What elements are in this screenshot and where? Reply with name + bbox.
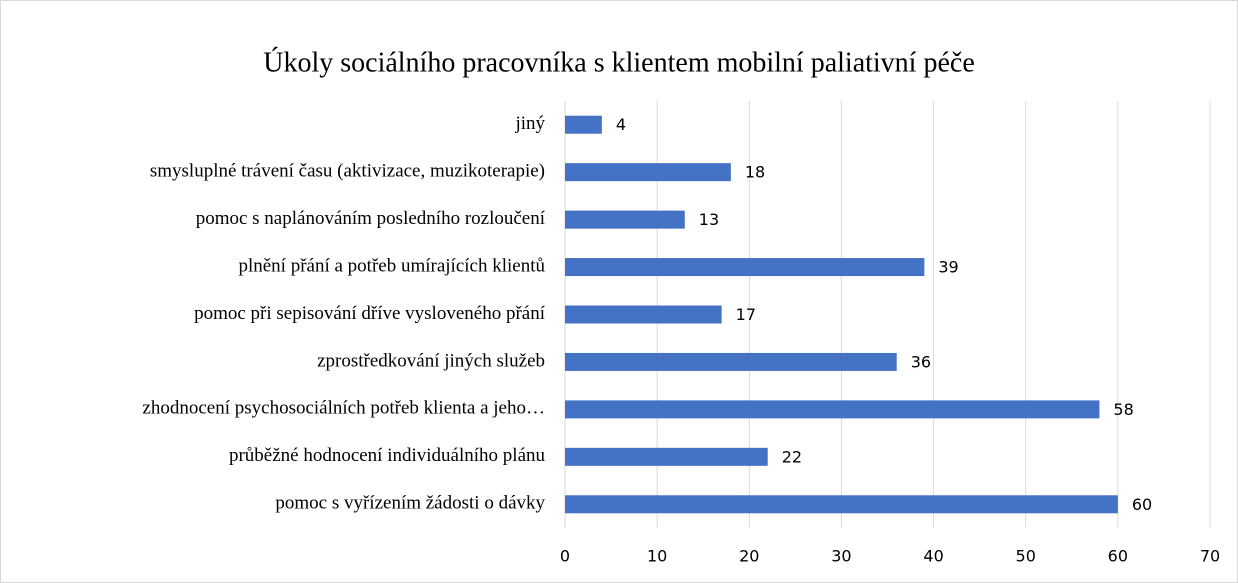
x-tick-label: 10 — [647, 547, 667, 566]
bar — [565, 258, 925, 277]
x-tick-label: 30 — [831, 547, 851, 566]
x-tick-label: 50 — [1016, 547, 1036, 566]
data-label: 13 — [699, 210, 719, 229]
data-label: 4 — [616, 115, 626, 134]
x-tick-label: 60 — [1108, 547, 1128, 566]
y-tick-label: pomoc při sepisování dříve vysloveného p… — [194, 303, 546, 324]
y-tick-label: průběžné hodnocení individuálního plánu — [229, 445, 546, 466]
bar — [565, 163, 731, 182]
bar — [565, 447, 768, 466]
bar — [565, 352, 897, 371]
y-tick-label: smysluplné trávení času (aktivizace, muz… — [150, 161, 545, 182]
data-label: 17 — [736, 305, 756, 324]
bar — [565, 115, 602, 134]
x-tick-label: 20 — [739, 547, 759, 566]
y-tick-label: zhodnocení psychosociálních potřeb klien… — [142, 398, 545, 419]
bar — [565, 305, 722, 324]
data-label: 39 — [938, 258, 958, 277]
y-tick-label: plnění přání a potřeb umírajících klient… — [238, 255, 545, 276]
x-tick-label: 70 — [1200, 547, 1220, 566]
data-label: 58 — [1113, 400, 1133, 419]
bar — [565, 400, 1100, 419]
y-tick-label: pomoc s vyřízením žádosti o dávky — [275, 493, 545, 514]
data-label: 22 — [782, 447, 802, 466]
x-tick-label: 0 — [560, 547, 570, 566]
data-label: 60 — [1132, 495, 1152, 514]
bar — [565, 210, 685, 229]
x-tick-label: 40 — [923, 547, 943, 566]
chart-title: Úkoly sociálního pracovníka s klientem m… — [263, 47, 975, 78]
data-label: 18 — [745, 163, 765, 182]
y-tick-label: jiný — [514, 113, 545, 134]
bar — [565, 495, 1118, 514]
y-tick-label: pomoc s naplánováním posledního rozlouče… — [196, 208, 546, 229]
y-tick-label: zprostředkování jiných služeb — [317, 350, 545, 371]
data-label: 36 — [911, 352, 931, 371]
